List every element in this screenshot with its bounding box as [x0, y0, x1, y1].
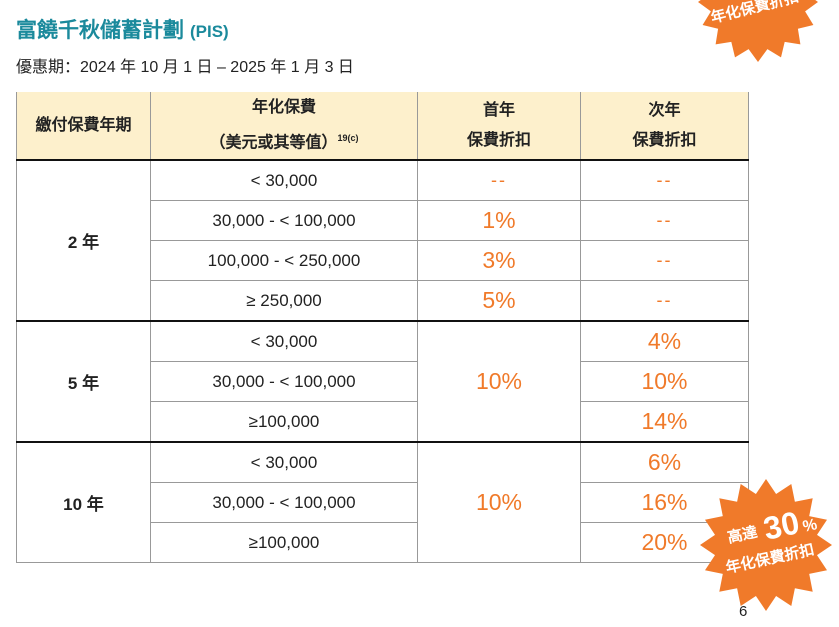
table-row: 2 年 < 30,000 -- --: [16, 159, 749, 322]
table-row: 30,000 - < 100,000 10%: [17, 361, 749, 403]
table-row: 5 年 < 30,000 10% 4%: [16, 320, 749, 443]
header-line: 保費折扣: [582, 126, 747, 156]
header-cell: 首年 保費折扣: [417, 92, 581, 162]
term-cell: 10 年: [16, 441, 151, 564]
table-row: 30,000 - < 100,000 1% --: [17, 200, 749, 242]
second-year-cell: --: [580, 240, 749, 282]
second-year-cell: 10%: [580, 361, 749, 403]
discount-table: 繳付保費年期 年化保費 （美元或其等值）19(c) 首年 保費折扣 次年 保費折扣 2 年 <…: [16, 92, 749, 564]
premium-cell: < 30,000: [150, 441, 418, 484]
title-suffix: (PIS): [190, 22, 229, 41]
header-text: 首年: [482, 101, 515, 119]
footnote-ref: 19(c): [337, 133, 359, 143]
header-line: （美元或其等值）19(c): [152, 123, 416, 158]
premium-cell: ≥100,000: [150, 522, 418, 564]
first-year-cell: 10%: [417, 320, 581, 443]
header-text: 保費折扣: [466, 131, 531, 149]
header-text: 次年: [648, 101, 681, 119]
header-cell: 繳付保費年期: [16, 92, 151, 162]
table-row: ≥ 250,000 5% --: [17, 280, 749, 322]
premium-cell: 30,000 - < 100,000: [150, 482, 418, 524]
header-cell: 次年 保費折扣: [580, 92, 749, 162]
premium-cell: 100,000 - < 250,000: [150, 240, 418, 282]
premium-cell: < 30,000: [150, 159, 418, 202]
premium-cell: ≥100,000: [150, 401, 418, 443]
second-year-cell: --: [580, 159, 749, 202]
badge-value: 30: [760, 504, 802, 547]
header-text: （美元或其等值）: [209, 134, 338, 152]
header-text: 年化保費: [251, 99, 316, 116]
title: 富饒千秋儲蓄計劃 (PIS): [16, 14, 229, 44]
premium-cell: 30,000 - < 100,000: [150, 200, 418, 242]
header-text: 繳付保費年期: [35, 116, 132, 134]
second-year-cell: 6%: [580, 441, 749, 484]
title-text: 富饒千秋儲蓄計劃: [16, 19, 184, 42]
header-row: 繳付保費年期 年化保費 （美元或其等值）19(c) 首年 保費折扣 次年 保費折扣: [16, 92, 749, 162]
first-year-cell: 5%: [417, 280, 581, 322]
header-line: 首年: [419, 96, 579, 126]
first-year-cell: 1%: [417, 200, 581, 242]
premium-cell: 30,000 - < 100,000: [150, 361, 418, 403]
term-cell: 5 年: [16, 320, 151, 443]
term-cell: 2 年: [16, 159, 151, 322]
second-year-cell: 14%: [580, 401, 749, 443]
header-line: 年化保費: [152, 93, 416, 123]
table-row: ≥100,000 14%: [17, 401, 749, 443]
subtitle: 優惠期：2024 年 10 月 1 日 – 2025 年 1 月 3 日: [16, 59, 354, 76]
second-year-cell: --: [580, 200, 749, 242]
header-line: 保費折扣: [419, 126, 579, 156]
first-year-cell: 10%: [417, 441, 581, 564]
second-year-cell: --: [580, 280, 749, 322]
table-row: ≥100,000 20%: [17, 522, 749, 564]
table-body: 2 年 < 30,000 -- -- 30,000 - < 100,000 1% -- 100…: [16, 159, 749, 564]
header-text: 保費折扣: [632, 131, 697, 149]
header-line: 次年: [582, 96, 747, 126]
badge-prefix: 高達: [726, 523, 759, 547]
table-row: 10 年 < 30,000 10% 6%: [16, 441, 749, 564]
header-cell: 年化保費 （美元或其等值）19(c): [150, 92, 418, 162]
table-row: 100,000 - < 250,000 3% --: [17, 240, 749, 282]
first-year-cell: --: [417, 159, 581, 202]
badge-unit: %: [801, 516, 818, 536]
starburst: [700, 479, 832, 611]
starburst: [698, 0, 818, 62]
header-line: 繳付保費年期: [18, 111, 149, 141]
page-number: 6: [739, 603, 748, 620]
